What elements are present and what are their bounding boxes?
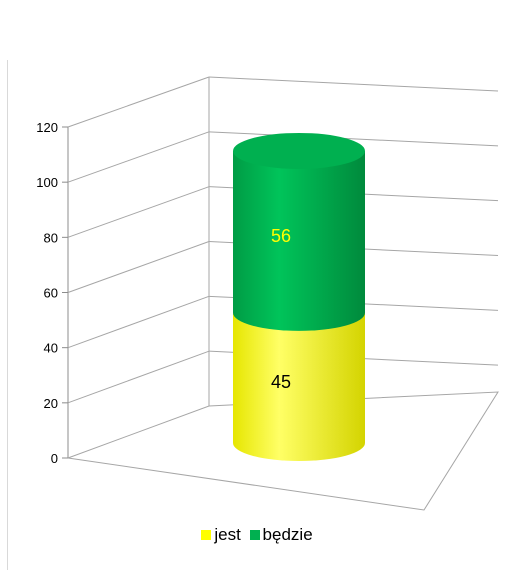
gridline-side: [67, 350, 210, 404]
legend-label-bedzie: będzie: [262, 525, 313, 544]
gridline-side: [67, 186, 210, 238]
bars: 45 56: [233, 132, 365, 461]
floor: [67, 391, 499, 511]
y-tick-label: 80: [44, 230, 58, 245]
legend-label-jest: jest: [214, 525, 241, 544]
bar-segment-bedzie: [233, 150, 365, 331]
gridline-side: [67, 241, 210, 293]
y-axis-ticks: 0 20 40 60 80 100 120: [36, 120, 68, 466]
chart-area-border: [7, 60, 8, 570]
legend-item-bedzie: będzie: [249, 525, 313, 545]
gridline-side: [67, 295, 210, 349]
y-tick-label: 60: [44, 286, 58, 301]
y-tick-label: 40: [44, 341, 58, 356]
gridline-back: [208, 131, 499, 147]
data-label-jest: 45: [271, 372, 291, 392]
legend-swatch-bedzie: [249, 530, 260, 540]
y-tick-label: 0: [51, 451, 58, 466]
y-tick-label: 100: [36, 175, 58, 190]
bar-top-bedzie: [233, 132, 365, 169]
y-tick-label: 20: [44, 396, 58, 411]
data-label-bedzie: 56: [271, 226, 291, 246]
y-tick-label: 120: [36, 120, 58, 135]
legend: jest będzie: [0, 525, 514, 545]
gridline-back: [208, 76, 499, 92]
legend-swatch-jest: [201, 530, 212, 540]
gridline-side: [67, 131, 210, 183]
chart: 0 20 40 60 80 100 120 45 56: [36, 76, 499, 511]
bar-segment-jest: [233, 312, 365, 461]
legend-item-jest: jest: [201, 525, 241, 545]
gridline-side: [67, 76, 210, 128]
